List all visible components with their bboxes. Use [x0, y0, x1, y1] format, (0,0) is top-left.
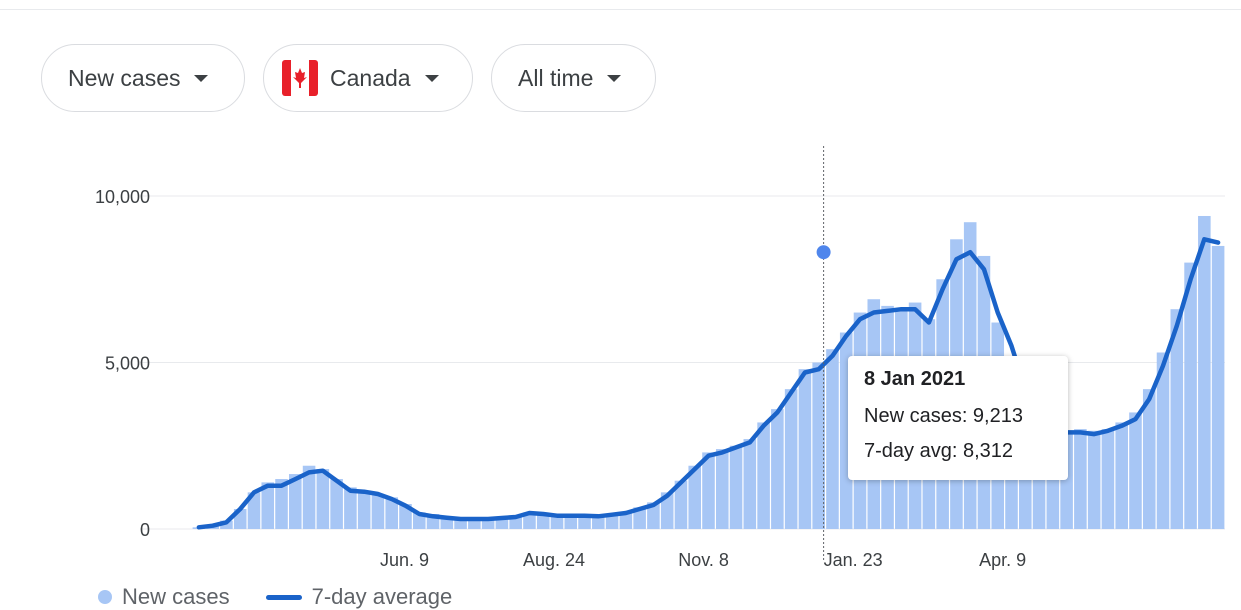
new-cases-bar [1074, 429, 1087, 529]
new-cases-legend-label: New cases [122, 584, 230, 609]
new-cases-bar [371, 494, 385, 529]
y-tick-label: 0 [140, 520, 150, 540]
tooltip-date: 8 Jan 2021 [864, 368, 966, 390]
new-cases-bar [1115, 422, 1128, 529]
top-divider [0, 9, 1241, 10]
chart-tooltip: 8 Jan 2021 New cases: 9,213 7-day avg: 8… [848, 356, 1068, 480]
metric-dropdown[interactable]: New cases [41, 44, 245, 112]
canada-flag-icon [282, 60, 318, 96]
new-cases-bar [605, 514, 619, 529]
new-cases-bar [468, 518, 481, 529]
caret-down-icon [607, 74, 622, 82]
new-cases-bar [1129, 412, 1142, 529]
chart-legend: New cases 7-day average [98, 584, 452, 610]
tooltip-average: 7-day avg: 8,312 [864, 440, 1013, 462]
y-tick-label: 10,000 [95, 187, 150, 207]
new-cases-bar [784, 389, 798, 529]
x-tick-label: Aug. 24 [523, 550, 585, 570]
new-cases-bar [1142, 389, 1156, 529]
new-cases-bar [454, 518, 467, 529]
cases-chart[interactable]: 0 5,000 10,000 Jun. 9 Aug. 24 Nov. 8 Jan. 23 Ap… [0, 0, 1241, 580]
new-cases-legend-swatch [98, 590, 112, 604]
new-cases-bar [481, 518, 495, 529]
new-cases-bar [261, 482, 275, 529]
new-cases-bar [536, 513, 550, 529]
new-cases-bar [812, 362, 825, 529]
new-cases-bar [1184, 262, 1197, 529]
average-legend-label: 7-day average [311, 584, 453, 609]
new-cases-bar [523, 512, 536, 529]
new-cases-bar [330, 479, 343, 529]
time-range-dropdown-label: All time [518, 64, 594, 91]
tooltip-new-cases: New cases: 9,213 [864, 405, 1023, 427]
new-cases-bar [702, 452, 715, 529]
new-cases-bar [592, 515, 605, 529]
x-tick-label: Jun. 9 [380, 550, 429, 570]
new-cases-bar [385, 497, 398, 529]
new-cases-bar [688, 465, 702, 529]
new-cases-bar [1087, 430, 1101, 529]
new-cases-bar [357, 490, 371, 529]
new-cases-bar [399, 504, 412, 529]
new-cases-bar [220, 520, 233, 529]
new-cases-bar [633, 507, 646, 529]
new-cases-bar [247, 492, 261, 529]
new-cases-bar [316, 469, 330, 529]
new-cases-bar [771, 409, 784, 529]
new-cases-bar [550, 515, 564, 529]
new-cases-bar [1211, 245, 1225, 529]
new-cases-bar [495, 517, 509, 529]
new-cases-bar [826, 349, 839, 529]
country-dropdown-label: Canada [330, 64, 411, 91]
new-cases-bar [798, 369, 812, 529]
x-tick-label: Jan. 23 [824, 550, 883, 570]
new-cases-bar [743, 439, 757, 529]
new-cases-bar [578, 515, 591, 529]
new-cases-bar [647, 502, 660, 529]
new-cases-bar [1198, 215, 1211, 530]
new-cases-bar [715, 449, 729, 529]
new-cases-bar [344, 487, 357, 529]
y-tick-label: 5,000 [105, 354, 150, 374]
new-cases-bar [275, 479, 288, 529]
country-dropdown[interactable]: Canada [263, 44, 473, 112]
new-cases-bar [619, 512, 633, 529]
new-cases-bar [302, 465, 316, 529]
time-range-dropdown[interactable]: All time [491, 44, 656, 112]
new-cases-bar [674, 480, 688, 529]
new-cases-bar [757, 422, 770, 529]
new-cases-bar [1101, 429, 1115, 529]
new-cases-bar [729, 445, 743, 529]
x-tick-label: Apr. 9 [979, 550, 1026, 570]
highlight-marker [816, 245, 831, 260]
new-cases-bar [289, 474, 302, 529]
new-cases-bar [1156, 352, 1170, 529]
caret-down-icon [194, 74, 209, 82]
caret-down-icon [424, 74, 439, 82]
new-cases-bar [660, 492, 674, 529]
average-legend-swatch [265, 594, 302, 600]
new-cases-bar [509, 516, 522, 529]
x-tick-label: Nov. 8 [678, 550, 729, 570]
metric-dropdown-label: New cases [68, 64, 181, 91]
new-cases-bar [1170, 309, 1184, 529]
